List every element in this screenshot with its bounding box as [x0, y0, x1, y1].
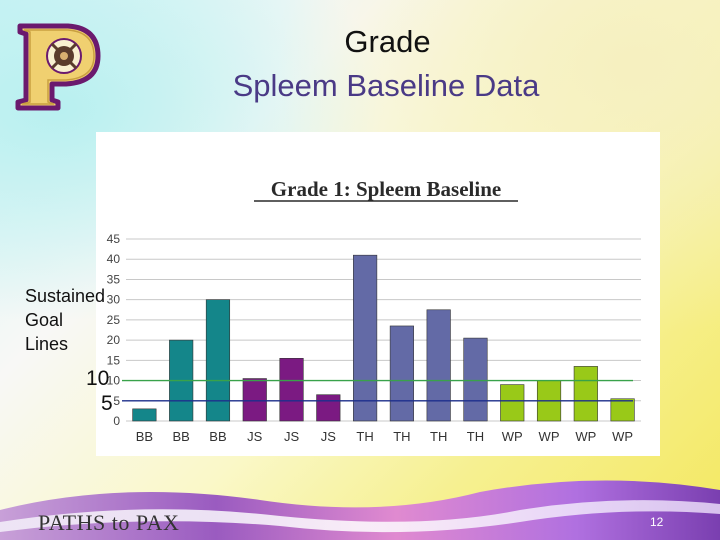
- y-tick-label: 20: [107, 333, 121, 347]
- bar: [279, 358, 304, 422]
- bar: [463, 337, 488, 422]
- goal-lines-label-line: Goal: [25, 310, 64, 330]
- y-tick-label: 35: [107, 272, 121, 286]
- x-tick-label: TH: [430, 429, 447, 444]
- bar: [242, 378, 267, 422]
- x-tick-label: WP: [612, 429, 633, 444]
- bar: [353, 254, 378, 422]
- bar: [500, 384, 525, 422]
- y-tick-label: 25: [107, 313, 121, 327]
- x-tick-label: BB: [209, 429, 226, 444]
- footer-brand: PATHS to PAX: [38, 510, 180, 535]
- paths-logo: [15, 23, 101, 111]
- x-tick-label: TH: [467, 429, 484, 444]
- slide-title: Grade: [344, 24, 431, 59]
- y-tick-label: 10: [107, 374, 121, 388]
- goal-value-high: 10: [86, 367, 110, 390]
- y-tick-label: 5: [113, 394, 120, 408]
- x-tick-label: WP: [539, 429, 560, 444]
- y-tick-label: 45: [107, 232, 121, 246]
- x-tick-label: TH: [356, 429, 373, 444]
- bar: [573, 366, 598, 422]
- bar: [205, 299, 231, 422]
- x-tick-label: JS: [284, 429, 300, 444]
- x-tick-label: WP: [502, 429, 523, 444]
- slide-subtitle: Spleem Baseline Data: [232, 68, 540, 103]
- bar: [389, 325, 414, 422]
- bar-chart: Grade 1: Spleem Baseline 0 5 10 15 20 25 30 35 4…: [107, 177, 641, 444]
- y-tick-label: 30: [107, 293, 121, 307]
- x-tick-label: BB: [136, 429, 153, 444]
- x-tick-label: JS: [247, 429, 263, 444]
- x-tick-label: WP: [575, 429, 596, 444]
- page-number: 12: [650, 515, 664, 529]
- bar: [426, 309, 451, 422]
- x-tick-label: JS: [321, 429, 337, 444]
- goal-lines-label-line: Lines: [25, 334, 69, 354]
- goal-lines-label: Sustained Goal Lines: [25, 284, 125, 356]
- goal-value-low: 5: [101, 392, 113, 415]
- bar: [132, 408, 157, 422]
- chart-title: Grade 1: Spleem Baseline: [271, 177, 501, 201]
- x-tick-label: BB: [173, 429, 190, 444]
- bar: [316, 394, 341, 422]
- bar: [610, 398, 635, 422]
- y-tick-label: 15: [107, 353, 121, 367]
- x-tick-label: TH: [393, 429, 410, 444]
- footer-swoosh: [0, 480, 720, 540]
- goal-lines-label-line: Sustained: [25, 286, 106, 306]
- y-tick-label: 0: [113, 414, 120, 428]
- y-tick-label: 40: [107, 252, 121, 266]
